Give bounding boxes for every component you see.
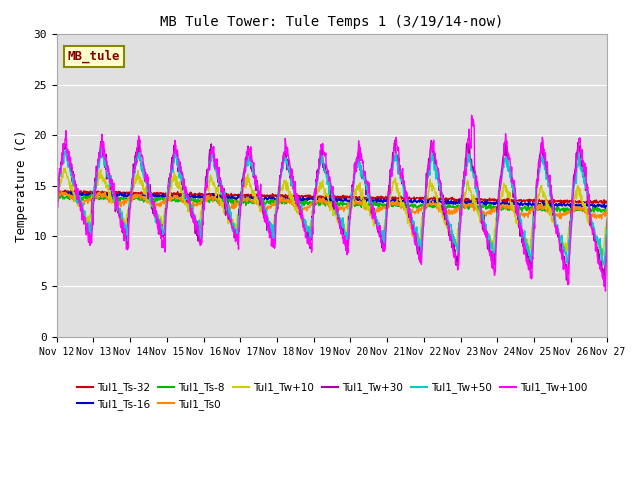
Tul1_Tw+10 [61,165,69,171]
Text: MB_tule: MB_tule [68,49,120,63]
Tul1_Ts-16 [53,193,61,199]
Tul1_Tw+100 [468,112,476,118]
Tul1_Tw+50 [237,195,245,201]
Tul1_Ts-8 [538,206,546,212]
Tul1_Ts-8 [237,198,245,204]
Tul1_Ts-8 [418,203,426,208]
Line: Tul1_Tw+100: Tul1_Tw+100 [57,115,607,291]
Tul1_Tw+10 [538,187,546,193]
Tul1_Tw+30 [162,205,170,211]
Tul1_Tw+30 [538,149,546,155]
Tul1_Ts-16 [538,202,546,208]
Tul1_Ts-32 [604,200,611,206]
Tul1_Ts-32 [490,196,497,202]
Line: Tul1_Ts0: Tul1_Ts0 [57,191,607,219]
Tul1_Ts-32 [598,201,606,206]
Line: Tul1_Ts-32: Tul1_Ts-32 [57,190,607,204]
Tul1_Ts-8 [53,191,61,197]
Tul1_Ts0 [237,202,245,207]
Tul1_Ts-16 [604,203,611,209]
Tul1_Ts-8 [163,196,170,202]
Tul1_Ts0 [176,197,184,203]
Title: MB Tule Tower: Tule Temps 1 (3/19/14-now): MB Tule Tower: Tule Temps 1 (3/19/14-now… [161,15,504,29]
Tul1_Ts0 [418,205,426,211]
Tul1_Tw+100 [602,288,609,294]
Tul1_Ts-16 [163,193,170,199]
Tul1_Ts-16 [108,188,116,194]
Tul1_Tw+100 [175,163,183,168]
Tul1_Tw+100 [53,200,61,205]
Tul1_Ts-32 [237,192,245,198]
Tul1_Ts-8 [601,210,609,216]
Tul1_Tw+100 [490,264,497,269]
Tul1_Tw+50 [604,227,611,232]
Tul1_Ts-32 [163,191,170,196]
Tul1_Ts0 [490,207,497,213]
Tul1_Tw+50 [53,197,61,203]
Tul1_Ts-32 [176,191,184,197]
Tul1_Ts0 [538,202,546,208]
Tul1_Ts-8 [604,206,611,212]
Tul1_Ts0 [55,188,63,194]
Tul1_Ts-16 [490,199,497,205]
Tul1_Ts-32 [418,196,426,202]
Tul1_Tw+100 [417,262,425,267]
Tul1_Tw+30 [502,137,509,143]
Line: Tul1_Tw+50: Tul1_Tw+50 [57,147,607,265]
Tul1_Tw+50 [418,234,426,240]
Tul1_Tw+10 [490,238,497,244]
Tul1_Tw+50 [538,153,546,159]
Tul1_Tw+10 [176,179,184,185]
Tul1_Tw+10 [237,195,245,201]
Tul1_Tw+30 [417,246,425,252]
Tul1_Ts-8 [176,198,184,204]
Tul1_Tw+100 [162,217,170,223]
Tul1_Tw+50 [176,169,184,175]
Tul1_Tw+10 [604,215,611,220]
Tul1_Tw+100 [604,233,611,239]
Tul1_Tw+50 [600,262,608,268]
Tul1_Ts0 [598,216,605,222]
Tul1_Tw+10 [418,220,426,226]
Tul1_Tw+30 [175,159,183,165]
Tul1_Tw+10 [53,191,61,197]
Tul1_Tw+30 [604,216,611,221]
Tul1_Tw+50 [98,144,106,150]
Line: Tul1_Ts-8: Tul1_Ts-8 [57,194,607,213]
Tul1_Tw+50 [163,210,170,216]
Legend: Tul1_Ts-32, Tul1_Ts-16, Tul1_Ts-8, Tul1_Ts0, Tul1_Tw+10, Tul1_Tw+30, Tul1_Tw+50,: Tul1_Ts-32, Tul1_Ts-16, Tul1_Ts-8, Tul1_… [73,378,591,414]
Line: Tul1_Tw+10: Tul1_Tw+10 [57,168,607,255]
Tul1_Tw+30 [490,266,497,272]
Tul1_Ts-8 [490,203,497,209]
Tul1_Tw+10 [600,252,607,258]
Tul1_Ts-16 [237,198,245,204]
Tul1_Ts-16 [602,205,609,211]
Tul1_Ts-16 [418,199,426,204]
Tul1_Ts-8 [65,191,73,197]
Line: Tul1_Ts-16: Tul1_Ts-16 [57,191,607,208]
Line: Tul1_Tw+30: Tul1_Tw+30 [57,140,607,280]
Tul1_Tw+30 [237,192,244,198]
Tul1_Tw+100 [538,134,546,140]
Tul1_Tw+30 [563,277,570,283]
Tul1_Ts-32 [53,187,61,193]
Tul1_Tw+50 [490,250,497,256]
Tul1_Tw+30 [53,195,61,201]
Tul1_Ts0 [604,209,611,215]
Tul1_Tw+100 [237,202,244,207]
Tul1_Ts-32 [538,197,546,203]
Y-axis label: Temperature (C): Temperature (C) [15,129,28,242]
Tul1_Ts0 [163,199,170,205]
Tul1_Ts0 [53,194,61,200]
Tul1_Tw+10 [163,205,170,211]
Tul1_Ts-32 [61,187,69,193]
Tul1_Ts-16 [176,193,184,199]
